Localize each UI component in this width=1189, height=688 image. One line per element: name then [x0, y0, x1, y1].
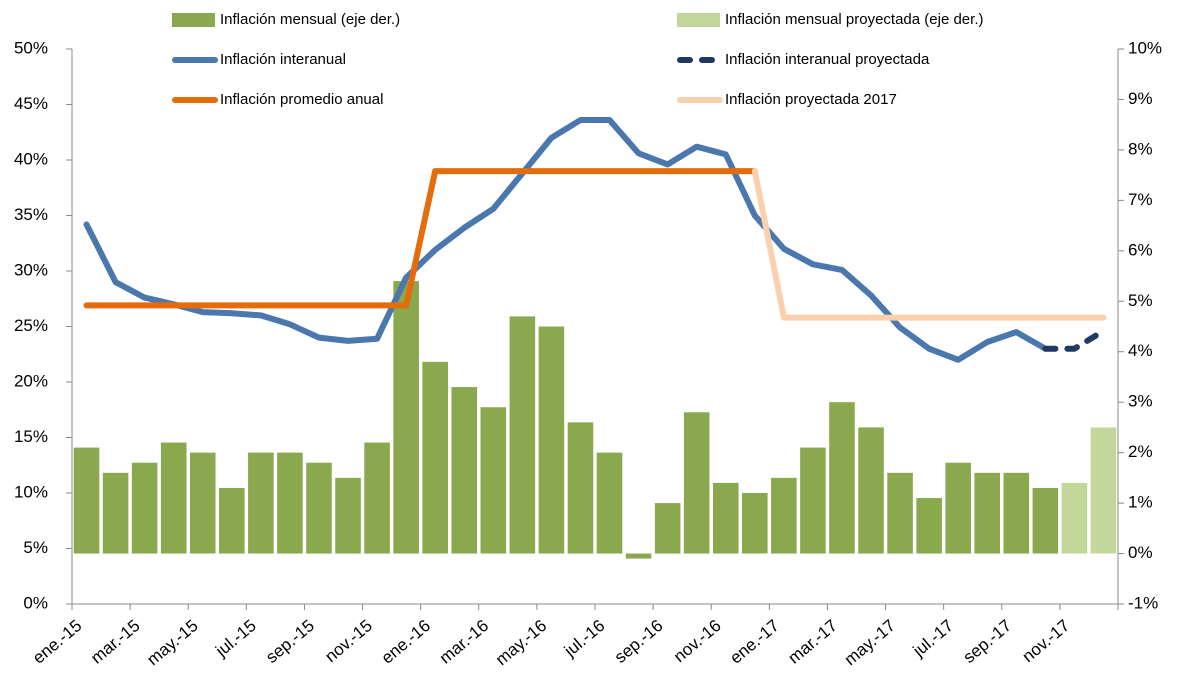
y2-tick-label: 9% — [1128, 89, 1153, 108]
bar — [538, 326, 565, 554]
x-tick-label: may.-15 — [143, 616, 201, 669]
bar — [742, 493, 768, 554]
legend-label: Inflación promedio anual — [220, 91, 383, 108]
legend-label: Inflación mensual proyectada (eje der.) — [725, 11, 983, 28]
y2-tick-label: 5% — [1128, 291, 1153, 310]
y2-tick-label: 7% — [1128, 190, 1153, 209]
x-tick-label: jul.-15 — [211, 616, 259, 661]
y-tick-label: 40% — [14, 149, 48, 168]
x-tick-label: mar.-17 — [785, 616, 841, 668]
bar — [189, 452, 216, 554]
x-tick-label: jul.-17 — [909, 616, 957, 661]
bar — [131, 462, 158, 554]
bar — [596, 452, 623, 554]
y2-tick-label: 1% — [1128, 493, 1153, 512]
legend-label: Inflación mensual (eje der.) — [220, 11, 400, 28]
y-tick-label: 30% — [14, 260, 48, 279]
y-tick-label: 10% — [14, 482, 48, 501]
bar — [1090, 427, 1117, 554]
bar — [335, 477, 361, 554]
bar — [625, 553, 652, 559]
y-tick-label: 15% — [14, 427, 48, 446]
bar — [480, 407, 507, 554]
bar — [393, 281, 419, 554]
bar — [654, 503, 681, 554]
legend-label: Inflación interanual — [220, 51, 346, 68]
bar — [102, 472, 129, 554]
bar — [1061, 482, 1088, 554]
y2-tick-label: 0% — [1128, 543, 1153, 562]
x-tick-label: jul.-16 — [560, 616, 608, 661]
x-tick-label: sep.-16 — [611, 616, 667, 667]
x-tick-label: nov.-17 — [1019, 616, 1074, 666]
bar — [829, 402, 855, 554]
bar — [858, 427, 884, 554]
bar — [160, 442, 187, 554]
y-tick-label: 5% — [23, 538, 48, 557]
y-tick-label: 0% — [23, 593, 48, 612]
y2-tick-label: 3% — [1128, 392, 1153, 411]
x-tick-label: mar.-16 — [436, 616, 492, 668]
bar — [509, 316, 536, 554]
y2-tick-label: 6% — [1128, 240, 1153, 259]
line-series — [83, 168, 758, 309]
bar — [364, 442, 390, 554]
y-tick-label: 25% — [14, 316, 48, 335]
legend-label: Inflación interanual proyectada — [725, 51, 930, 68]
y2-tick-label: 8% — [1128, 139, 1153, 158]
bar — [771, 477, 797, 554]
y-tick-label: 45% — [14, 94, 48, 113]
legend-swatch — [677, 13, 720, 27]
legend-swatch — [172, 13, 215, 27]
y2-tick-label: -1% — [1128, 593, 1158, 612]
x-tick-label: ene.-17 — [726, 616, 782, 668]
bar — [567, 422, 594, 554]
line-series — [751, 168, 1107, 321]
y2-tick-label: 10% — [1128, 38, 1162, 57]
y-tick-label: 50% — [14, 38, 48, 57]
bar — [800, 447, 826, 554]
bar — [683, 412, 710, 554]
x-tick-label: sep.-17 — [960, 616, 1016, 667]
bar — [916, 498, 942, 554]
x-tick-label: ene.-16 — [378, 616, 434, 668]
line-series — [1042, 327, 1107, 352]
x-tick-label: ene.-15 — [29, 616, 85, 668]
bar — [1032, 487, 1059, 554]
x-tick-label: may.-16 — [492, 616, 550, 669]
x-tick-label: sep.-15 — [262, 616, 318, 667]
bar — [974, 472, 1001, 554]
bar — [887, 472, 913, 554]
bar — [451, 387, 478, 554]
bar — [945, 462, 971, 554]
bar — [1003, 472, 1030, 554]
bar — [306, 462, 332, 554]
y-tick-label: 35% — [14, 205, 48, 224]
y2-tick-label: 2% — [1128, 442, 1153, 461]
x-tick-label: mar.-15 — [87, 616, 143, 668]
y-tick-label: 20% — [14, 371, 48, 390]
bar — [422, 361, 448, 554]
y2-tick-label: 4% — [1128, 341, 1153, 360]
line-series — [83, 117, 1049, 363]
bar — [73, 447, 100, 554]
x-tick-label: nov.-15 — [321, 616, 376, 666]
bar — [219, 487, 245, 554]
legend-label: Inflación proyectada 2017 — [725, 91, 897, 108]
bar — [248, 452, 274, 554]
x-tick-label: nov.-16 — [670, 616, 725, 666]
x-tick-label: may.-17 — [841, 616, 899, 669]
bar — [277, 452, 303, 554]
bar — [712, 482, 739, 554]
